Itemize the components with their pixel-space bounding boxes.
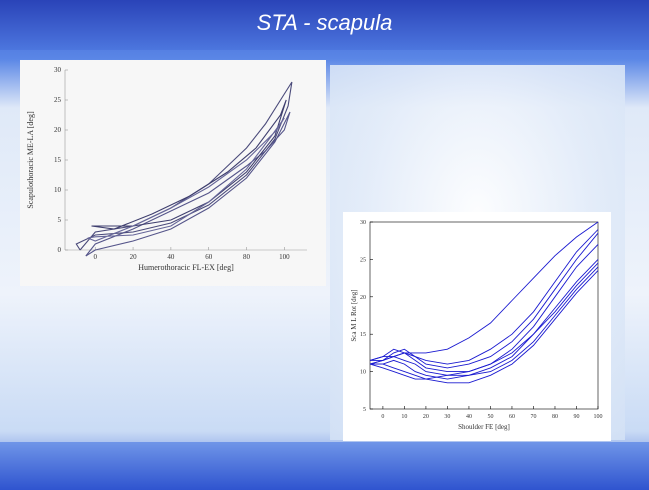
data-line	[369, 244, 599, 373]
bottom-bar	[0, 442, 649, 490]
x-tick-label: 0	[94, 253, 98, 261]
x-tick-label: 30	[444, 414, 450, 420]
data-line	[369, 232, 599, 369]
title-bar	[0, 0, 649, 50]
x-tick-label: 90	[573, 414, 579, 420]
x-tick-label: 10	[401, 414, 407, 420]
x-tick-label: 80	[243, 253, 251, 261]
y-tick-label: 30	[360, 220, 366, 226]
data-line	[87, 117, 285, 242]
x-axis-label: Shoulder FE [deg]	[458, 423, 510, 431]
x-tick-label: 80	[552, 414, 558, 420]
y-axis-label: Sca M L Rot [deg]	[350, 289, 358, 341]
x-tick-label: 40	[167, 253, 175, 261]
y-tick-label: 10	[54, 186, 62, 194]
x-tick-label: 60	[509, 414, 515, 420]
y-tick-label: 25	[360, 257, 366, 263]
x-tick-label: 100	[279, 253, 290, 261]
chart-panel	[343, 212, 611, 441]
y-tick-label: 20	[360, 295, 366, 301]
data-line	[369, 262, 599, 380]
y-tick-label: 15	[54, 156, 62, 164]
x-tick-label: 40	[466, 414, 472, 420]
x-tick-label: 100	[594, 414, 603, 420]
y-tick-label: 0	[58, 246, 62, 254]
plot-frame	[369, 221, 599, 410]
y-tick-label: 5	[363, 407, 366, 413]
y-tick-label: 10	[360, 370, 366, 376]
y-tick-label: 20	[54, 126, 62, 134]
x-axis-label: Humerothoracic FL-EX [deg]	[138, 263, 234, 272]
slide-title: STA - scapula	[256, 10, 393, 35]
x-tick-label: 60	[205, 253, 213, 261]
y-tick-label: 25	[54, 96, 62, 104]
y-tick-label: 5	[58, 216, 62, 224]
x-tick-label: 0	[381, 414, 384, 420]
data-line	[370, 259, 599, 380]
chart-panel	[20, 60, 326, 286]
x-tick-label: 20	[130, 253, 138, 261]
data-line	[370, 221, 599, 361]
data-line	[91, 99, 287, 230]
x-tick-label: 50	[487, 414, 493, 420]
data-line	[85, 111, 291, 257]
x-tick-label: 20	[423, 414, 429, 420]
y-tick-label: 30	[54, 66, 62, 74]
y-axis-label: Scapulothoracic ME-LA [deg]	[26, 111, 35, 209]
data-line	[369, 266, 599, 376]
x-tick-label: 70	[530, 414, 536, 420]
y-tick-label: 15	[360, 332, 366, 338]
data-line	[370, 270, 599, 384]
